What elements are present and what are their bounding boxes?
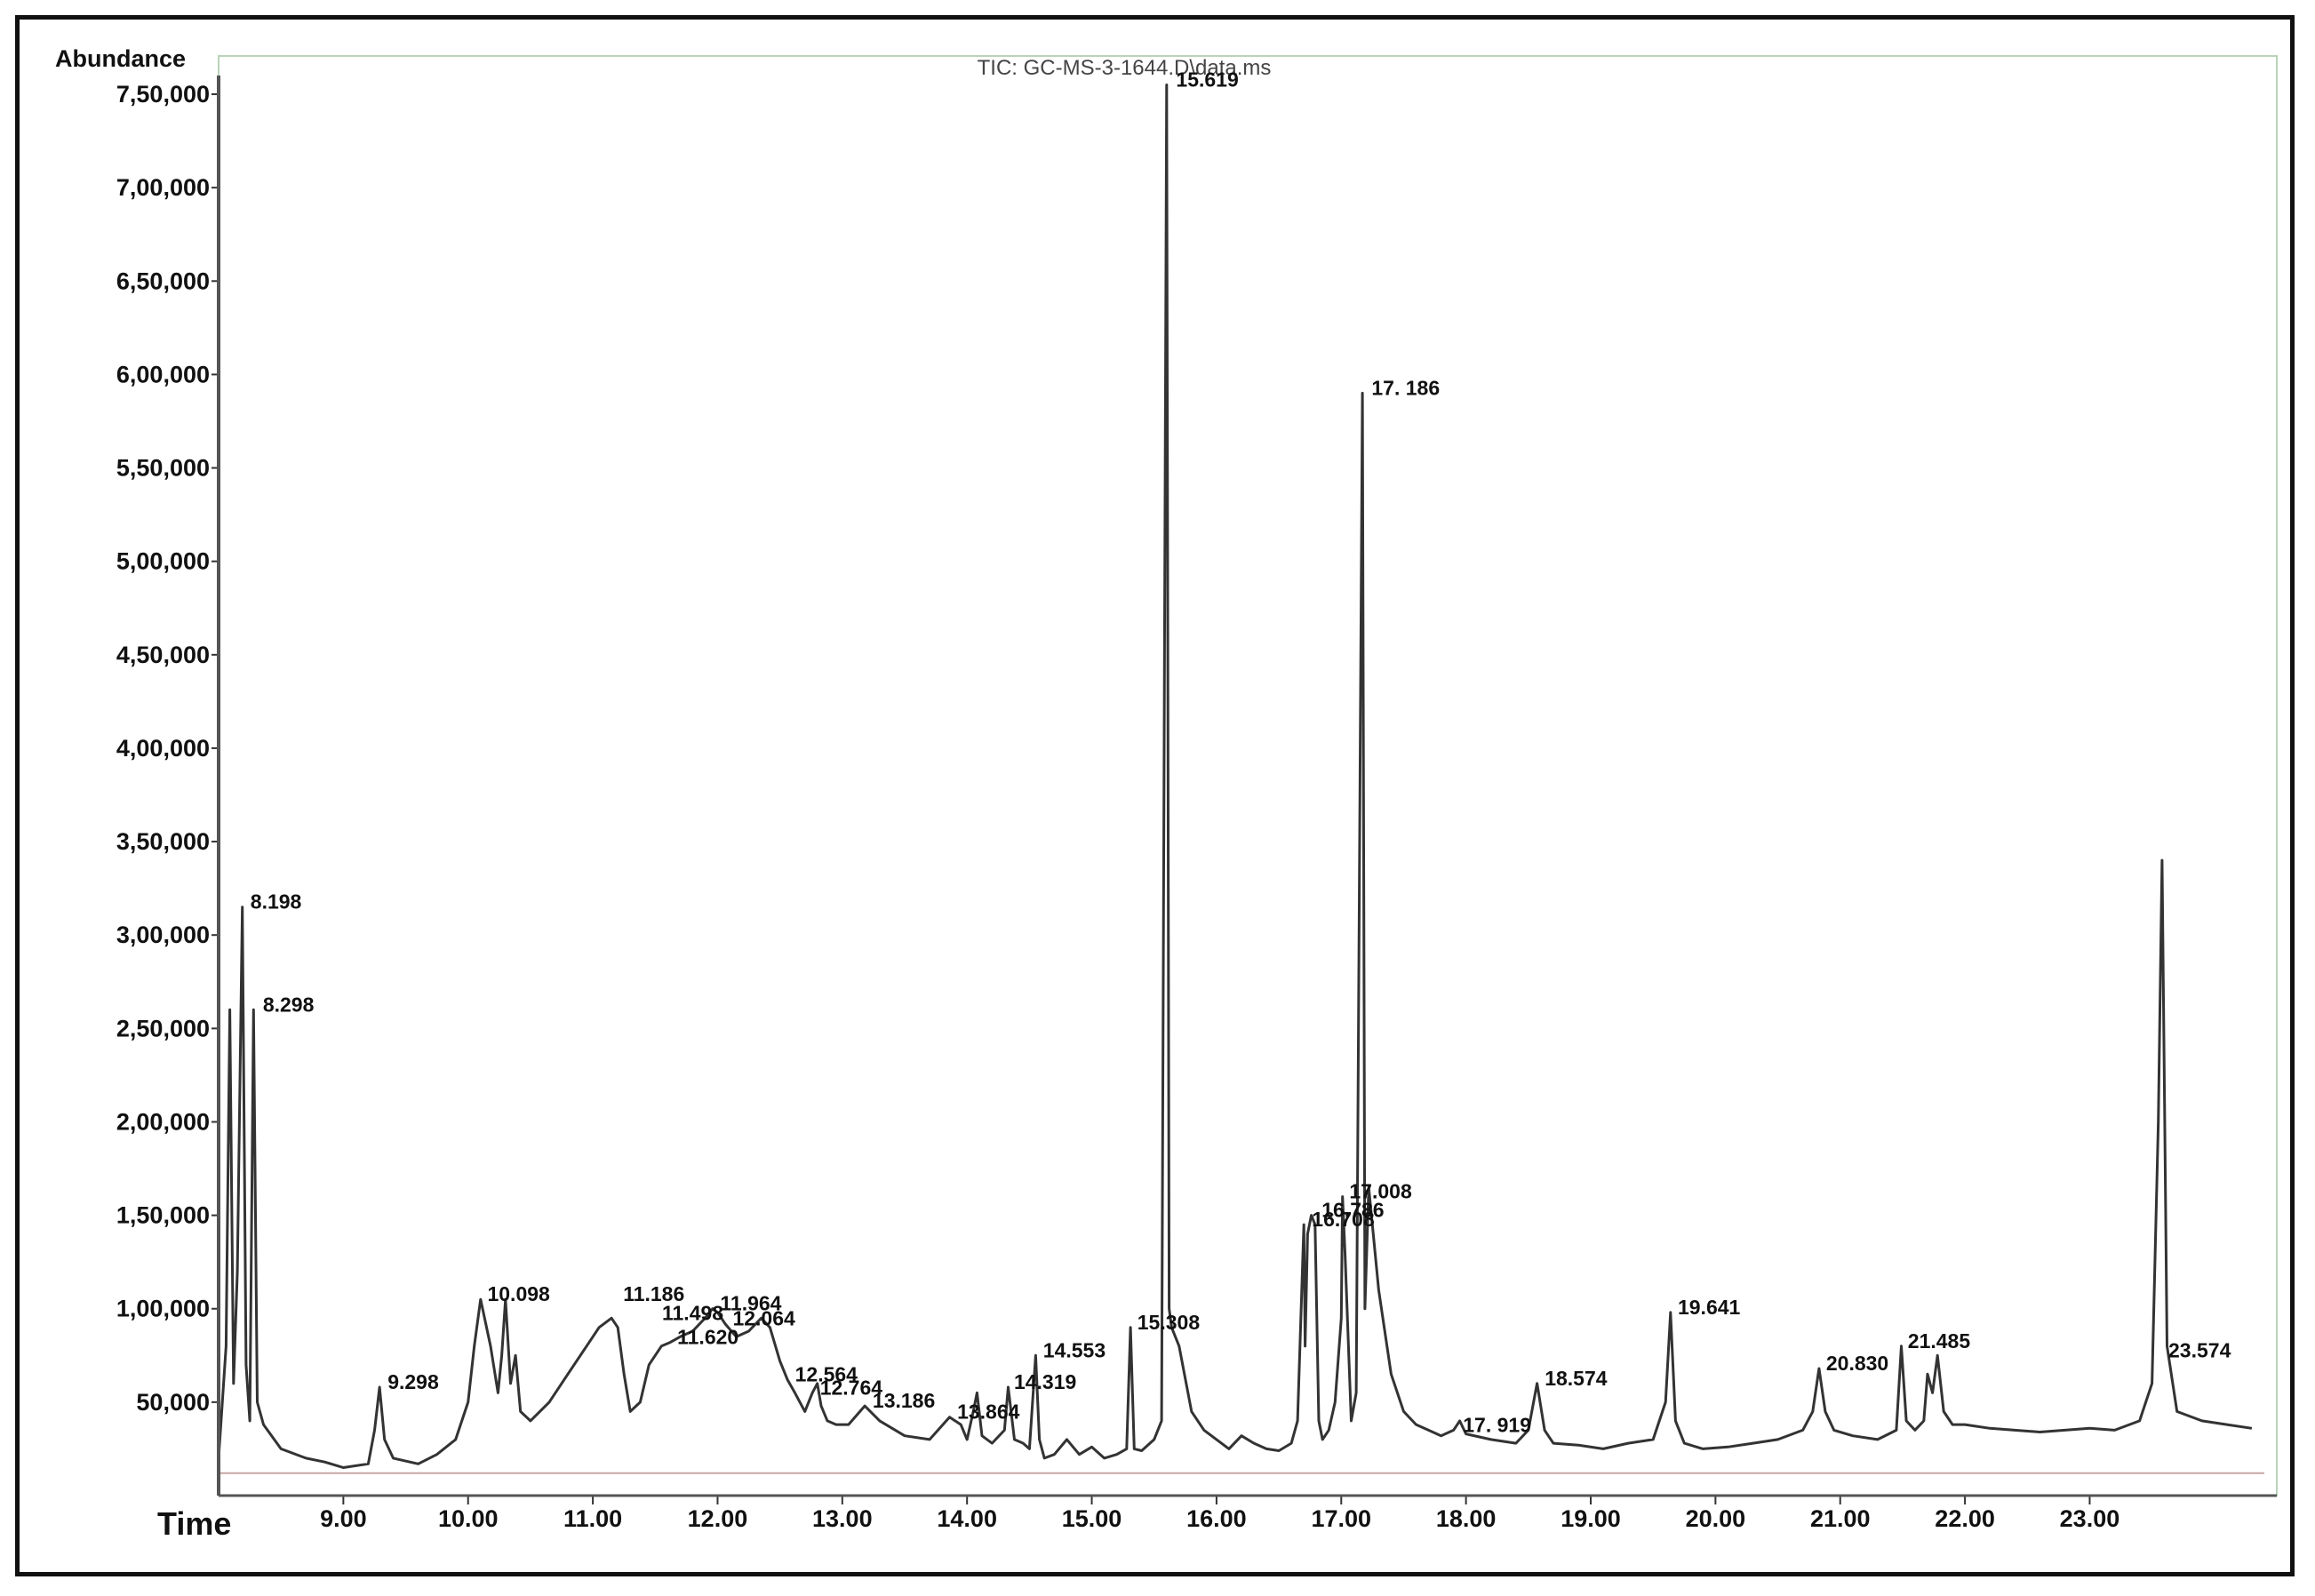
peak-label: 14.553: [1043, 1338, 1106, 1361]
x-tick-label: 9.00: [320, 1505, 367, 1532]
x-tick-label: 12.00: [688, 1505, 748, 1532]
peak-label: 10.098: [487, 1282, 550, 1305]
y-tick-label: 7,00,000: [116, 174, 210, 201]
peak-label: 13.186: [873, 1389, 935, 1412]
x-tick-label: 15.00: [1062, 1505, 1122, 1532]
y-tick-label: 5,50,000: [116, 455, 210, 482]
x-tick-label: 16.00: [1186, 1505, 1247, 1532]
x-tick-label: 14.00: [937, 1505, 997, 1532]
y-tick-label: 2,50,000: [116, 1015, 210, 1041]
x-tick-label: 17.00: [1311, 1505, 1371, 1532]
chart-frame: [15, 15, 2295, 1576]
y-tick-label: 4,00,000: [116, 735, 210, 762]
peak-label: 23.574: [2168, 1338, 2231, 1361]
series-line-0: [217, 84, 2253, 1469]
x-tick-label: 22.00: [1935, 1505, 1995, 1532]
x-tick-label: 18.00: [1436, 1505, 1497, 1532]
peak-label: 17.008: [1349, 1180, 1412, 1203]
x-axis-title: Time: [157, 1505, 231, 1542]
x-tick-label: 23.00: [2060, 1505, 2120, 1532]
x-tick-label: 11.00: [563, 1505, 622, 1532]
x-tick-label: 21.00: [1810, 1505, 1871, 1532]
y-tick-label: 7,50,000: [116, 81, 210, 108]
peak-label: 11.186: [623, 1282, 684, 1305]
peak-label: 21.485: [1908, 1329, 1971, 1353]
peak-label: 8.198: [251, 890, 302, 914]
y-tick-label: 6,50,000: [116, 267, 210, 294]
peak-label: 18.574: [1545, 1367, 1608, 1390]
peak-label: 8.298: [263, 993, 315, 1016]
x-tick-label: 13.00: [812, 1505, 873, 1532]
y-tick-label: 5,00,000: [116, 548, 210, 575]
peak-label: 20.830: [1826, 1352, 1888, 1375]
peak-label: 15.619: [1176, 68, 1238, 92]
y-tick-label: 50,000: [136, 1389, 210, 1416]
peak-label: 12.764: [820, 1376, 883, 1399]
peak-label: 17. 919: [1463, 1413, 1531, 1436]
y-tick-label: 2,00,000: [116, 1108, 210, 1135]
peak-label: 9.298: [387, 1370, 439, 1393]
x-tick-label: 10.00: [438, 1505, 499, 1532]
peak-label: 12.064: [732, 1307, 795, 1330]
x-axis-ticks: 9.00 10.00 11.00 12.00 13.00 14.00 15.00 16.00 1…: [320, 1496, 2119, 1532]
peak-label: 17. 186: [1371, 376, 1440, 399]
peak-label: 13.864: [957, 1400, 1020, 1424]
peak-label: 14.319: [1014, 1370, 1076, 1393]
y-tick-label: 6,00,000: [116, 361, 210, 387]
peak-label: 16.708: [1312, 1208, 1375, 1231]
y-tick-label: 3,00,000: [116, 922, 210, 948]
chart-title: TIC: GC-MS-3-1644.D\data.ms: [978, 56, 1272, 80]
x-tick-label: 20.00: [1686, 1505, 1746, 1532]
series-group: [217, 84, 2253, 1469]
peak-label: 11.498: [662, 1301, 723, 1324]
y-tick-label: 1,50,000: [116, 1202, 210, 1229]
y-axis-ticks: 50,000 1,00,000 1,50,000 2,00,000 2,50,000 3,…: [116, 81, 219, 1416]
peak-label: 11.964: [720, 1292, 781, 1315]
y-tick-label: 1,00,000: [116, 1296, 210, 1322]
y-tick-label: 4,50,000: [116, 642, 210, 668]
y-tick-label: 3,50,000: [116, 828, 210, 855]
x-tick-label: 19.00: [1561, 1505, 1621, 1532]
peak-label: 15.308: [1138, 1311, 1201, 1334]
peak-label: 11.620: [677, 1326, 738, 1349]
plot-area-border: [218, 55, 2278, 1496]
peak-label: 16.786: [1321, 1199, 1384, 1222]
peak-label: 19.641: [1678, 1296, 1741, 1319]
y-axis-title: Abundance: [55, 45, 186, 72]
peak-label: 12.564: [795, 1363, 858, 1386]
